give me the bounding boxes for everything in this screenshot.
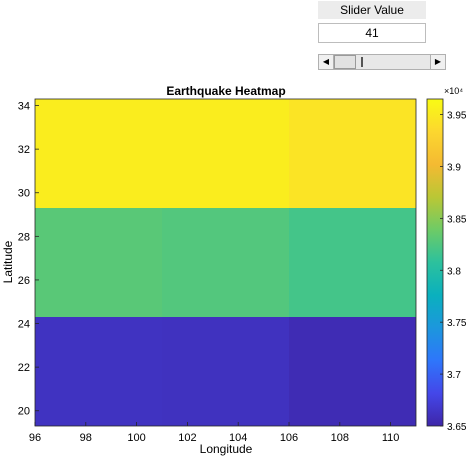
plot-area-frame — [34, 98, 417, 427]
y-tick-label: 24 — [18, 319, 30, 331]
x-axis-label: Longitude — [200, 442, 253, 456]
slider-marker — [361, 57, 363, 67]
colorbar-exponent: ×10⁴ — [444, 86, 463, 96]
y-tick-label: 26 — [18, 275, 30, 287]
y-axis-label: Latitude — [1, 240, 15, 283]
y-tick-label: 34 — [18, 101, 30, 113]
heatmap-cell — [162, 99, 289, 208]
x-tick-label: 104 — [229, 432, 247, 444]
x-tick-label: 98 — [80, 432, 92, 444]
x-tick-label: 106 — [280, 432, 298, 444]
x-tick-label: 102 — [178, 432, 196, 444]
heatmap-cell — [289, 99, 416, 208]
colorbar-tick-label: 3.95 — [447, 111, 467, 122]
slider-label: Slider Value — [318, 1, 426, 19]
colorbar-gradient — [426, 98, 444, 427]
value-slider[interactable]: ◀ ▶ — [318, 54, 446, 70]
y-tick-label: 30 — [18, 188, 30, 200]
x-axis: 96 98 100 102 104 106 108 110 — [29, 422, 399, 444]
colorbar-tick-label: 3.9 — [447, 162, 461, 173]
heatmap-cell — [289, 317, 416, 426]
heatmap-cell — [35, 99, 162, 208]
x-tick-label: 96 — [29, 432, 41, 444]
y-tick-label: 32 — [18, 144, 30, 156]
colorbar-tick-label: 3.75 — [447, 318, 467, 329]
slider-left-arrow-icon[interactable]: ◀ — [319, 55, 334, 69]
slider-right-arrow-icon[interactable]: ▶ — [430, 55, 445, 69]
heatmap-cell — [289, 208, 416, 317]
y-tick-label: 22 — [18, 362, 30, 374]
y-tick-label: 28 — [18, 231, 30, 243]
y-axis: 20 22 24 26 28 30 32 34 — [18, 101, 39, 418]
colorbar: 3.65 3.7 3.75 3.8 3.85 3.9 3.95 — [426, 98, 467, 433]
heatmap-cell — [162, 317, 289, 426]
x-tick-label: 108 — [331, 432, 349, 444]
slider-thumb[interactable] — [334, 55, 356, 69]
chart-title: Earthquake Heatmap — [166, 84, 285, 98]
heatmap-cells — [35, 99, 416, 426]
colorbar-tick-label: 3.8 — [447, 266, 461, 277]
x-tick-label: 110 — [382, 432, 400, 444]
x-tick-label: 100 — [127, 432, 145, 444]
slider-value-field[interactable]: 41 — [318, 23, 426, 43]
colorbar-tick-label: 3.85 — [447, 214, 467, 225]
colorbar-tick-label: 3.7 — [447, 370, 461, 381]
heatmap-cell — [162, 208, 289, 317]
heatmap-cell — [35, 317, 162, 426]
heatmap-cell — [35, 208, 162, 317]
colorbar-tick-label: 3.65 — [447, 422, 467, 433]
y-tick-label: 20 — [18, 406, 30, 418]
